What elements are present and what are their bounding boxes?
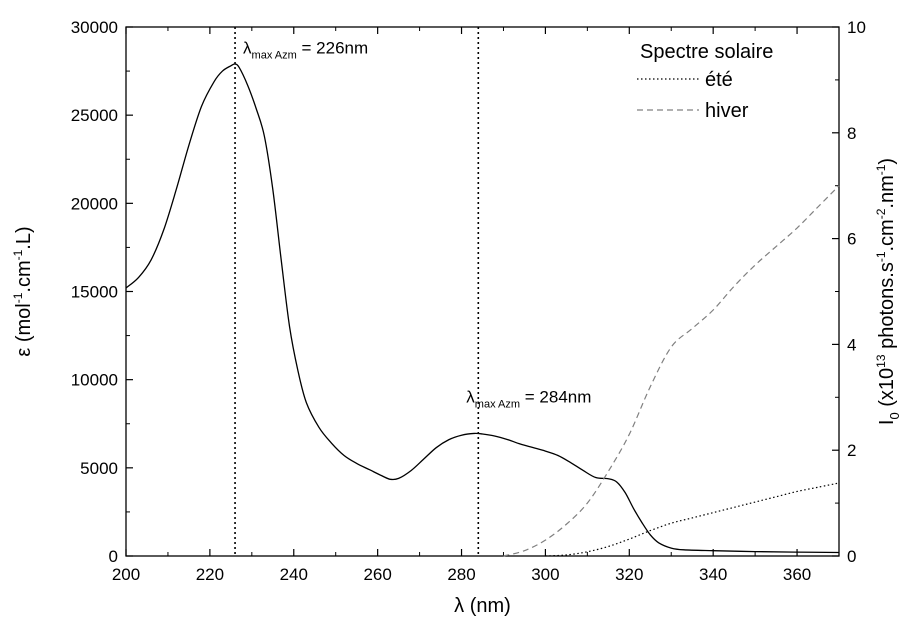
series-line-ete — [545, 482, 840, 557]
y2-tick-label: 8 — [847, 124, 856, 143]
y2-tick-label: 10 — [847, 18, 866, 37]
y-tick-label: 5000 — [80, 459, 118, 478]
y-tick-label: 0 — [109, 547, 118, 566]
y-tick-label: 25000 — [71, 106, 118, 125]
y-tick-label: 10000 — [71, 371, 118, 390]
x-tick-label: 360 — [783, 565, 811, 584]
ticks: 200 220 240 260 280 300 320 340 3600500010000150… — [71, 18, 866, 584]
y2-axis-title: I0 (x1013 photons.s-1.cm-2.nm-1) — [874, 158, 902, 425]
x-tick-label: 200 — [112, 565, 140, 584]
series-line-hiver — [503, 185, 840, 557]
x-tick-label: 220 — [196, 565, 224, 584]
y-tick-label: 20000 — [71, 194, 118, 213]
y2-tick-label: 4 — [847, 335, 856, 354]
y-tick-label: 15000 — [71, 283, 118, 302]
lambda-max-annotation: λmax Azm = 226nm — [243, 38, 368, 61]
x-tick-label: 260 — [363, 565, 391, 584]
x-tick-label: 340 — [699, 565, 727, 584]
legend: Spectre solaire été hiver — [637, 41, 773, 122]
lambda-max-annotation: λmax Azm = 284nm — [466, 388, 591, 411]
legend-entry-label: été — [705, 69, 733, 91]
series — [125, 63, 840, 557]
series-line-epsilon — [125, 63, 840, 554]
y-axis-title: ε (mol-1.cm-1.L) — [11, 226, 35, 356]
x-tick-label: 300 — [531, 565, 559, 584]
legend-entry-label: hiver — [705, 100, 749, 122]
axis-titles: λ (nm) ε (mol-1.cm-1.L) I0 (x1013 photons.… — [11, 158, 902, 617]
y2-tick-label: 0 — [847, 547, 856, 566]
y2-tick-label: 2 — [847, 441, 856, 460]
y2-tick-label: 6 — [847, 230, 856, 249]
y-tick-label: 30000 — [71, 18, 118, 37]
x-axis-title: λ (nm) — [454, 595, 511, 617]
x-tick-label: 280 — [447, 565, 475, 584]
x-tick-label: 320 — [615, 565, 643, 584]
x-tick-label: 240 — [280, 565, 308, 584]
vertical-markers — [234, 27, 480, 556]
annotations: λmax Azm = 226nm λmax Azm = 284nm — [243, 38, 591, 410]
legend-title: Spectre solaire — [640, 41, 773, 63]
